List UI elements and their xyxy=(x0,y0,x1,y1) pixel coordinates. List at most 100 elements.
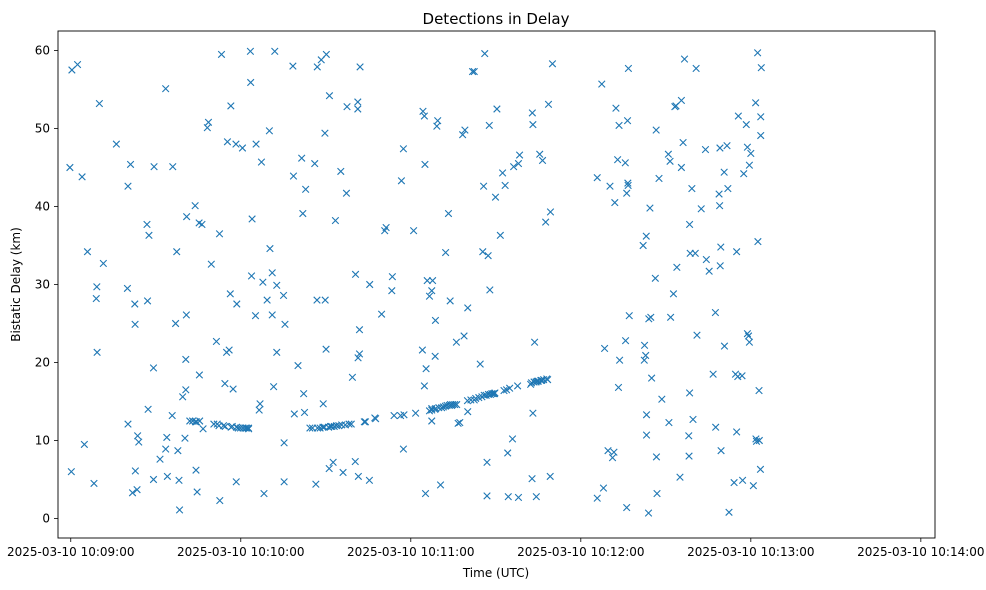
data-point-marker xyxy=(685,220,694,229)
data-point-marker xyxy=(126,160,135,169)
data-point-marker xyxy=(446,297,454,305)
data-point-marker xyxy=(92,294,100,303)
data-points xyxy=(66,47,765,517)
x-tick-label: 2025-03-10 10:09:00 xyxy=(7,545,134,559)
data-point-marker xyxy=(246,78,255,87)
data-point-marker xyxy=(354,354,362,362)
data-point-marker xyxy=(411,409,420,417)
data-point-marker xyxy=(610,448,618,456)
data-point-marker xyxy=(529,409,537,417)
data-point-marker xyxy=(541,218,550,226)
data-point-marker xyxy=(351,457,359,466)
data-point-marker xyxy=(493,105,501,113)
data-point-marker xyxy=(716,144,724,152)
data-point-marker xyxy=(642,411,651,419)
data-point-marker xyxy=(623,189,631,197)
data-point-marker xyxy=(476,360,484,368)
data-point-marker xyxy=(640,341,649,350)
data-point-marker xyxy=(486,286,494,294)
data-point-marker xyxy=(260,489,268,498)
data-point-marker xyxy=(755,436,764,445)
data-point-marker xyxy=(192,466,200,474)
data-point-marker xyxy=(145,231,153,240)
data-point-marker xyxy=(360,418,369,426)
data-point-marker xyxy=(221,422,229,431)
x-tick-label: 2025-03-10 10:11:00 xyxy=(347,545,474,559)
data-point-marker xyxy=(613,156,622,164)
data-point-marker xyxy=(199,425,207,433)
data-point-marker xyxy=(161,85,170,93)
data-point-marker xyxy=(428,276,437,285)
data-point-marker xyxy=(680,55,689,63)
data-point-marker xyxy=(428,287,436,295)
data-point-marker xyxy=(322,345,330,353)
data-point-marker xyxy=(470,67,478,76)
data-point-marker xyxy=(207,260,215,268)
data-point-marker xyxy=(467,396,475,404)
data-point-marker xyxy=(273,281,281,289)
data-point-marker xyxy=(169,163,177,171)
data-point-marker xyxy=(720,168,728,176)
data-point-marker xyxy=(711,423,720,431)
data-point-marker xyxy=(496,231,505,240)
data-point-marker xyxy=(143,220,151,229)
data-point-marker xyxy=(265,127,274,135)
data-point-marker xyxy=(532,492,541,501)
data-point-marker xyxy=(425,292,434,300)
data-point-marker xyxy=(269,382,278,391)
data-point-marker xyxy=(256,400,264,408)
data-point-marker xyxy=(431,352,439,360)
data-point-marker xyxy=(168,411,176,420)
data-point-marker xyxy=(509,163,518,171)
data-point-marker xyxy=(321,296,329,304)
data-point-marker xyxy=(245,425,253,433)
data-point-marker xyxy=(621,336,630,345)
data-point-marker xyxy=(421,489,430,498)
data-point-marker xyxy=(68,66,76,74)
data-point-marker xyxy=(757,131,765,140)
data-point-marker xyxy=(301,185,310,194)
data-point-marker xyxy=(756,465,765,474)
data-point-marker xyxy=(251,312,260,320)
data-point-marker xyxy=(221,379,229,388)
data-point-marker xyxy=(697,205,705,213)
data-point-marker xyxy=(331,216,340,225)
data-point-marker xyxy=(348,373,357,382)
data-point-marker xyxy=(504,449,512,457)
data-point-marker xyxy=(604,446,612,455)
data-point-marker xyxy=(658,395,666,403)
data-point-marker xyxy=(688,184,696,193)
data-point-marker xyxy=(133,432,142,440)
data-point-marker xyxy=(311,159,319,168)
data-point-marker xyxy=(538,376,546,385)
data-point-marker xyxy=(673,263,681,272)
data-point-marker xyxy=(716,262,724,270)
data-point-marker xyxy=(123,284,132,293)
data-point-marker xyxy=(431,316,440,325)
data-point-marker xyxy=(216,496,224,505)
y-tick-label: 50 xyxy=(35,122,50,136)
data-point-marker xyxy=(128,489,137,497)
data-point-marker xyxy=(419,107,427,116)
data-point-marker xyxy=(382,223,390,232)
data-point-marker xyxy=(306,424,314,432)
data-point-marker xyxy=(593,494,601,502)
data-point-marker xyxy=(263,296,271,304)
data-point-marker xyxy=(219,421,228,430)
data-point-marker xyxy=(131,300,139,308)
data-point-marker xyxy=(366,280,374,289)
data-point-marker xyxy=(514,493,523,502)
data-point-marker xyxy=(653,489,661,498)
data-point-marker xyxy=(548,60,557,68)
x-axis-label: Time (UTC) xyxy=(462,566,529,580)
data-point-marker xyxy=(745,338,754,346)
data-point-marker xyxy=(294,361,302,370)
data-point-marker xyxy=(513,382,522,390)
data-point-marker xyxy=(623,117,632,125)
data-point-marker xyxy=(204,118,213,126)
data-point-marker xyxy=(259,278,267,286)
data-point-marker xyxy=(175,476,183,484)
data-point-marker xyxy=(621,159,629,167)
data-point-marker xyxy=(248,215,256,223)
data-point-marker xyxy=(640,356,648,364)
